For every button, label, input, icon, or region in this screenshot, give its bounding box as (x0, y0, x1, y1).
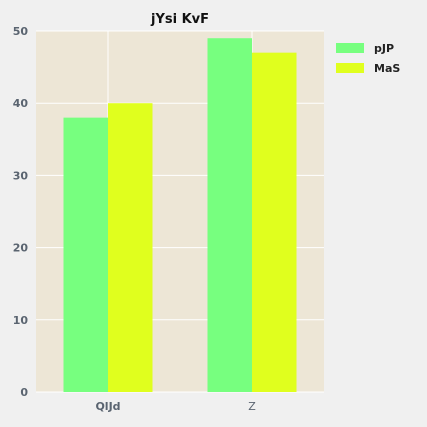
chart-title: jYsi KvF (150, 12, 209, 27)
bars (63, 38, 297, 392)
y-tick-label: 40 (13, 97, 29, 110)
y-tick-label: 30 (13, 169, 29, 182)
x-tick-label: Z (248, 400, 256, 413)
legend-swatch-MaS (336, 63, 364, 73)
bar-MaS-Z (252, 52, 297, 392)
x-tick-label: QlJd (95, 400, 120, 413)
y-tick-label: 10 (13, 314, 29, 327)
y-tick-label: 0 (20, 386, 28, 399)
bar-pJP-Z (207, 38, 252, 392)
legend-label-pJP: pJP (374, 42, 394, 55)
x-axis-ticks: QlJd Z (95, 400, 256, 413)
legend[interactable]: pJP MaS (336, 42, 400, 75)
y-tick-label: 20 (13, 242, 29, 255)
bar-MaS-QlJd (108, 103, 153, 392)
y-axis-ticks: 0 10 20 30 40 50 (13, 25, 29, 399)
legend-swatch-pJP (336, 43, 364, 53)
legend-label-MaS: MaS (374, 62, 400, 75)
bar-pJP-QlJd (63, 117, 108, 392)
y-tick-label: 50 (13, 25, 29, 38)
